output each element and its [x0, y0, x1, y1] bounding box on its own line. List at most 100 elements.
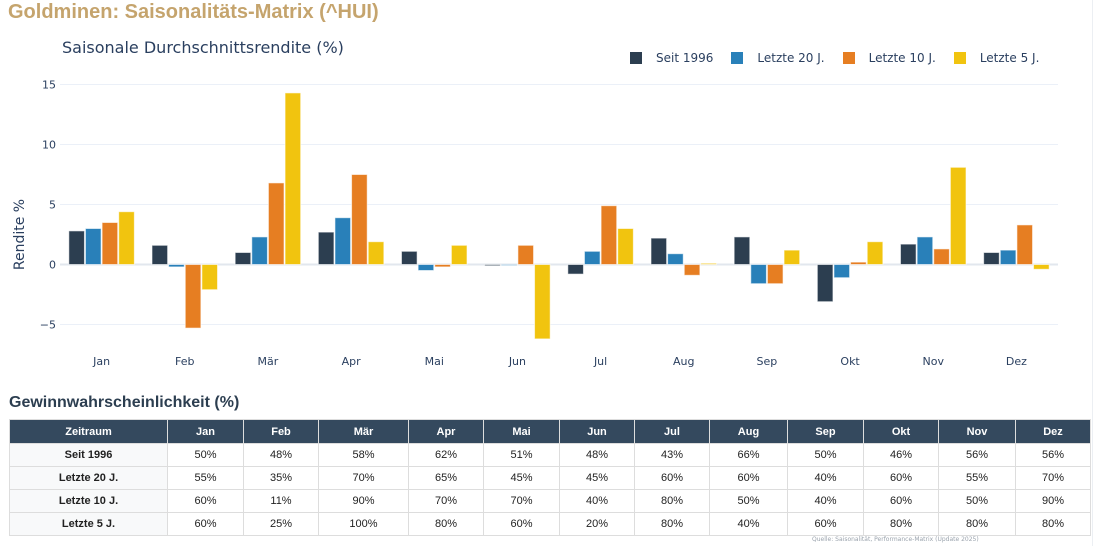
table-cell: 45%	[559, 466, 635, 490]
bar-nov-series-3	[933, 248, 950, 265]
x-tick-label: Jun	[508, 355, 526, 368]
table-cell: 60%	[634, 466, 710, 490]
table-cell: 90%	[318, 489, 409, 513]
bar-jun-series-1	[484, 264, 501, 267]
table-cell: 45%	[483, 466, 560, 490]
bar-aug-series-3	[683, 264, 701, 276]
table-cell: 80%	[408, 512, 484, 536]
table-cell: 60%	[709, 466, 788, 490]
column-header: Apr	[408, 419, 484, 444]
x-tick-label: Mär	[258, 355, 279, 368]
x-tick-label: Jul	[593, 355, 607, 368]
bar-jan-series-3	[101, 222, 119, 265]
table-cell: 60%	[167, 489, 244, 513]
bar-jan-series-1	[68, 230, 85, 265]
table-cell: 43%	[634, 443, 710, 467]
bar-aug-series-1	[650, 237, 668, 266]
table-cell: 60%	[863, 489, 939, 513]
bar-feb-series-1	[151, 244, 169, 266]
bar-mär-series-1	[234, 252, 252, 265]
table-cell: 100%	[318, 512, 409, 536]
x-tick-label: Aug	[673, 355, 694, 368]
legend-item-series-4[interactable]: Letzte 5 J.	[953, 51, 1040, 65]
row-label: Letzte 20 J.	[9, 466, 168, 490]
table-cell: 58%	[318, 443, 409, 467]
column-header: Dez	[1015, 419, 1091, 444]
bar-jun-series-2	[500, 264, 518, 266]
table-cell: 60%	[483, 512, 560, 536]
row-label: Letzte 10 J.	[9, 489, 168, 513]
table-cell: 70%	[1015, 466, 1091, 490]
table-row: Letzte 5 J. 60% 25% 100% 80% 60% 20% 80% 40% 60% 8…	[9, 512, 1091, 536]
bar-jul-series-1	[567, 264, 584, 275]
legend-swatch	[731, 52, 744, 64]
table-cell: 50%	[787, 443, 864, 467]
bar-sep-series-3	[766, 264, 784, 285]
chart-legend: Seit 1996 Letzte 20 J. Letzte 10 J. Letzte …	[630, 51, 1039, 65]
table-cell: 40%	[709, 512, 788, 536]
legend-swatch	[630, 52, 642, 64]
y-tick-label: 0	[49, 259, 56, 272]
legend-label: Letzte 10 J.	[868, 51, 936, 65]
table-cell: 80%	[1015, 512, 1091, 536]
column-header: Okt	[863, 419, 939, 444]
bar-dez-series-4	[1033, 264, 1050, 270]
y-axis-label: Rendite %	[12, 199, 28, 270]
table-cell: 60%	[787, 512, 864, 536]
table-cell: 55%	[938, 466, 1016, 490]
table-cell: 62%	[408, 443, 484, 467]
column-header: Sep	[787, 419, 864, 444]
bar-feb-series-4	[201, 264, 219, 291]
x-tick-label: Okt	[840, 355, 860, 368]
table-cell: 70%	[318, 466, 409, 490]
table-cell: 56%	[1015, 443, 1091, 467]
bar-dez-series-2	[999, 249, 1017, 266]
column-header: Jun	[559, 419, 635, 444]
bar-mai-series-4	[450, 244, 468, 266]
legend-swatch	[842, 52, 855, 64]
legend-item-series-2[interactable]: Letzte 20 J.	[731, 51, 825, 65]
table-cell: 25%	[243, 512, 319, 536]
x-tick-label: Feb	[175, 355, 194, 368]
table-cell: 80%	[634, 489, 710, 513]
x-tick-label: Mai	[425, 355, 444, 368]
bar-okt-series-3	[850, 261, 867, 266]
x-tick-label: Dez	[1006, 355, 1027, 368]
table-cell: 65%	[408, 466, 484, 490]
table-cell: 51%	[483, 443, 560, 467]
bar-mai-series-2	[417, 264, 435, 271]
table-cell: 11%	[243, 489, 319, 513]
column-header: Jan	[167, 419, 244, 444]
bar-feb-series-2	[168, 264, 185, 268]
bar-nov-series-4	[949, 166, 967, 265]
table-cell: 80%	[938, 512, 1016, 536]
bar-okt-series-4	[866, 241, 884, 265]
legend-label: Letzte 5 J.	[979, 51, 1040, 65]
bar-dez-series-3	[1016, 224, 1034, 265]
x-tick-label: Jan	[92, 355, 110, 368]
source-footnote: Quelle: Saisonalität, Performance-Matrix…	[812, 536, 979, 543]
bar-nov-series-1	[899, 243, 917, 266]
bar-apr-series-2	[334, 217, 352, 265]
legend-item-series-3[interactable]: Letzte 10 J.	[842, 51, 936, 65]
table-cell: 50%	[938, 489, 1016, 513]
bar-feb-series-3	[184, 264, 202, 329]
y-tick-label: 5	[49, 199, 56, 212]
bar-apr-series-4	[367, 241, 385, 265]
table-cell: 80%	[863, 512, 939, 536]
x-tick-label: Apr	[342, 355, 362, 368]
legend-swatch	[953, 52, 966, 64]
win-probability-title: Gewinnwahrscheinlichkeit (%)	[9, 394, 240, 411]
bar-jan-series-2	[84, 228, 102, 265]
bar-dez-series-1	[983, 252, 1000, 265]
bar-jun-series-4	[534, 264, 551, 340]
table-cell: 20%	[559, 512, 635, 536]
bar-nov-series-2	[916, 236, 934, 265]
bar-sep-series-4	[783, 249, 801, 266]
bar-mär-series-4	[284, 92, 302, 266]
bar-apr-series-1	[317, 231, 335, 266]
legend-item-series-1[interactable]: Seit 1996	[630, 51, 713, 65]
y-tick-label: 10	[42, 139, 56, 152]
table-cell: 48%	[559, 443, 635, 467]
bar-mär-series-3	[267, 182, 285, 265]
